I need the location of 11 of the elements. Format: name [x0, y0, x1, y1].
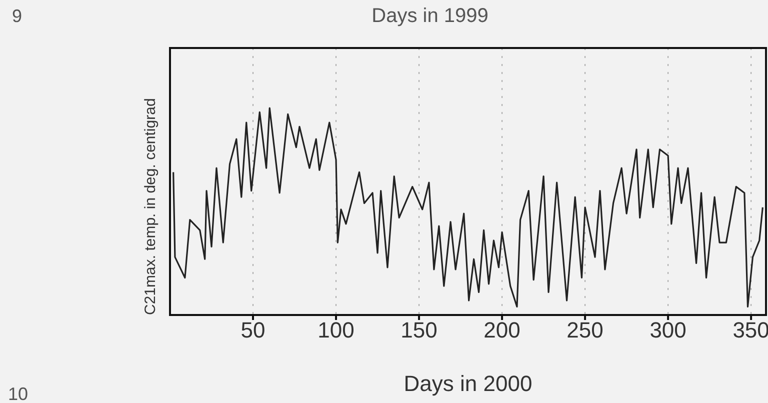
text: 9 — [12, 6, 22, 26]
x-axis-title: Days in 2000 — [404, 371, 532, 396]
x-tick-label: 100 — [318, 318, 354, 343]
y-axis-title: C21max. temp. in deg. centigrad — [142, 98, 159, 315]
x-tick-label: 250 — [566, 318, 604, 343]
x-tick-label: 300 — [650, 318, 686, 343]
x-tick-label: 150 — [400, 318, 438, 343]
x-tick-label: 200 — [484, 318, 520, 343]
text: 10 — [8, 384, 28, 403]
text: Days in 1999 — [372, 5, 488, 27]
x-tick-label: 50 — [240, 318, 266, 343]
